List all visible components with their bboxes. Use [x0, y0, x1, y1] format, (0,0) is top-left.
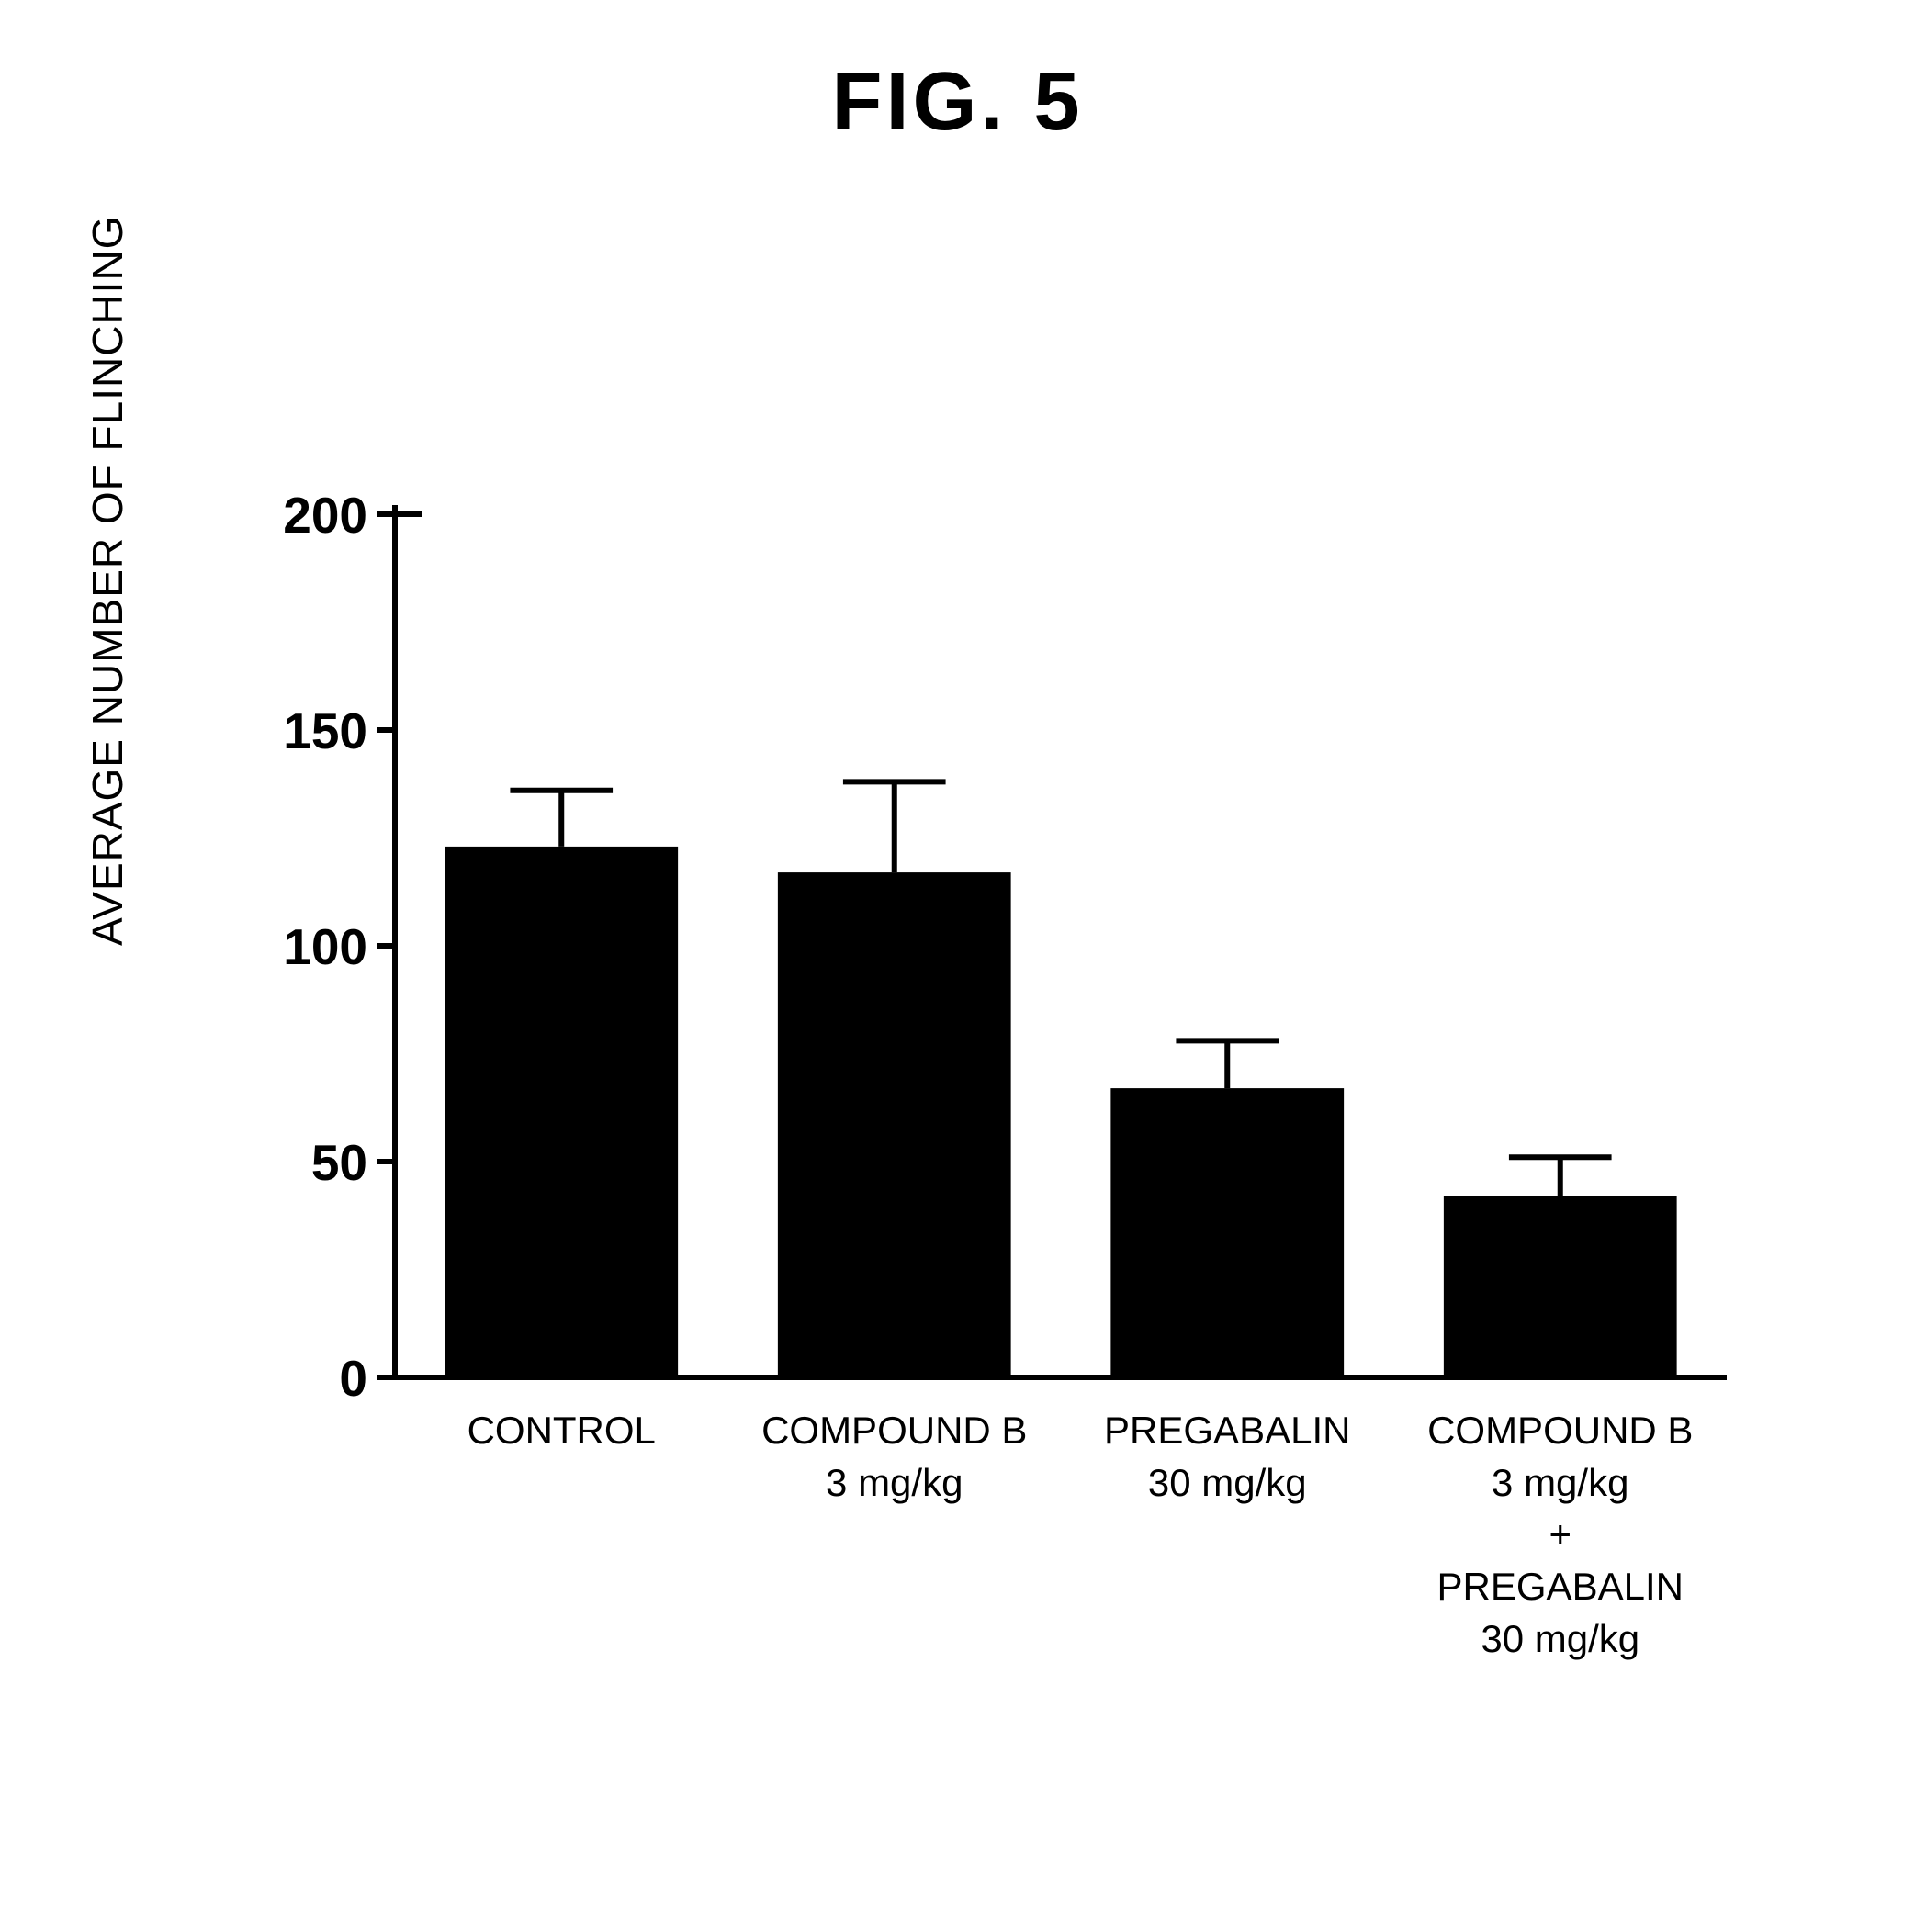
chart-area: 050100150200 CONTROLCOMPOUND B3 mg/kgPRE…: [239, 496, 1745, 1414]
ytick-label: 100: [257, 917, 367, 976]
y-axis-label: AVERAGE NUMBER OF FLINCHING: [83, 216, 132, 946]
x-category-label: COMPOUND B3 mg/kg: [728, 1405, 1062, 1509]
x-category-label: COMPOUND B3 mg/kg+PREGABALIN30 mg/kg: [1394, 1405, 1728, 1665]
ytick-label: 150: [257, 702, 367, 760]
chart-svg: [239, 496, 1763, 1414]
figure-title: FIG. 5: [0, 55, 1915, 150]
ytick-label: 200: [257, 486, 367, 545]
page: FIG. 5 AVERAGE NUMBER OF FLINCHING 0 50 10…: [0, 0, 1915, 1932]
ytick-label: 50: [257, 1133, 367, 1192]
x-category-label: CONTROL: [395, 1405, 728, 1457]
ytick-label: 0: [257, 1349, 367, 1408]
x-category-label: PREGABALIN30 mg/kg: [1061, 1405, 1394, 1509]
